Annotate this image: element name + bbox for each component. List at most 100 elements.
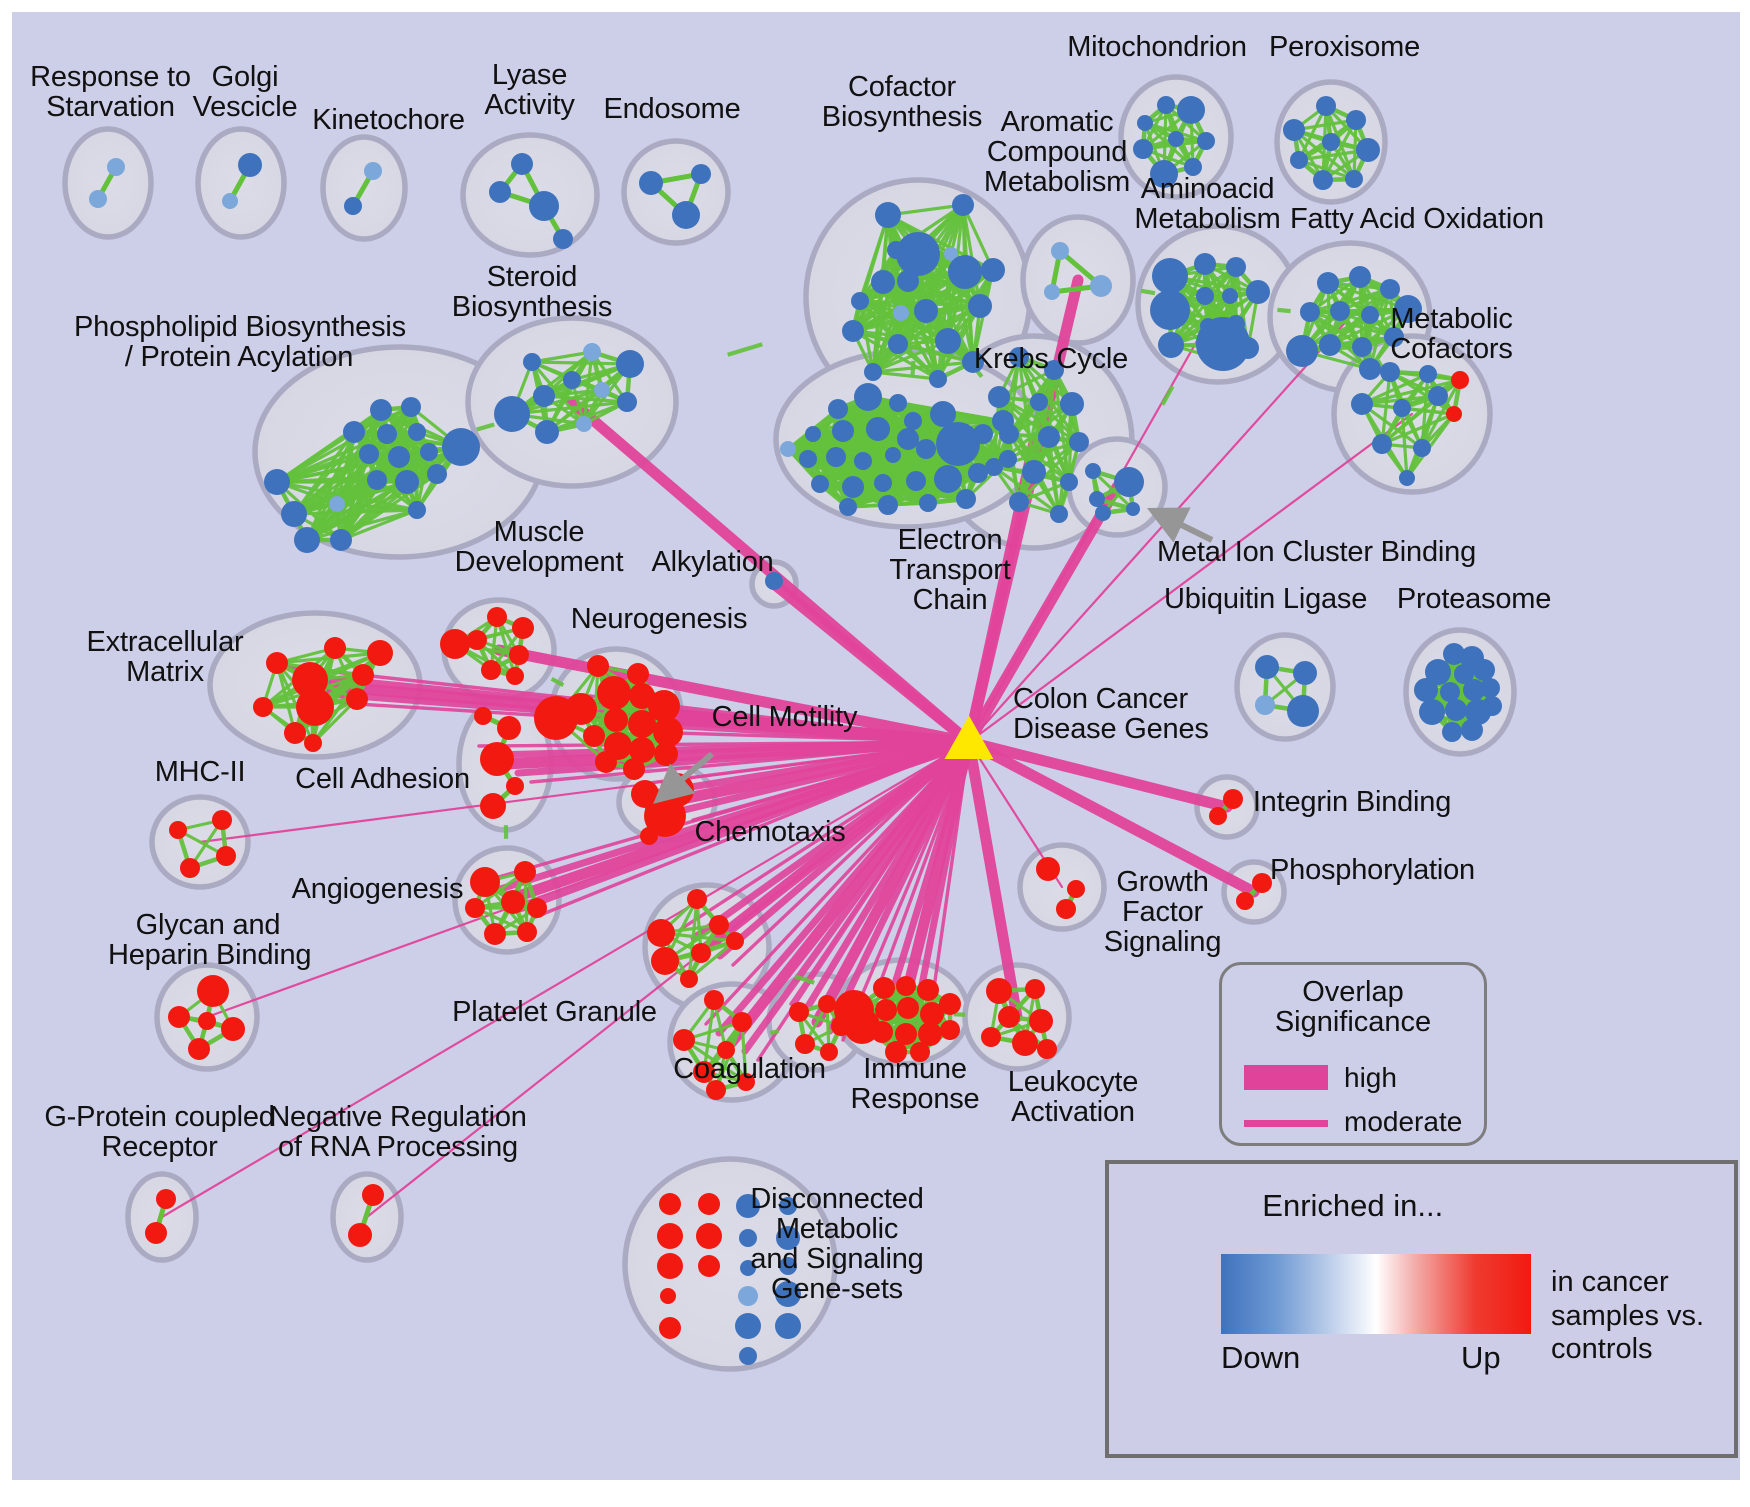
cluster-nodes-mhc-ii[interactable]	[169, 810, 236, 878]
gene-set-node[interactable]	[281, 501, 307, 527]
gene-set-node[interactable]	[973, 424, 993, 444]
cluster-nodes-gpcr[interactable]	[145, 1189, 176, 1244]
gene-set-node[interactable]	[1089, 491, 1105, 507]
gene-set-node[interactable]	[1461, 719, 1483, 741]
gene-set-node[interactable]	[776, 1226, 800, 1250]
gene-set-node[interactable]	[1313, 170, 1333, 190]
cluster-nodes-aminoacid-metabolism[interactable]	[1150, 253, 1270, 371]
cluster-nodes-angiogenesis[interactable]	[465, 861, 547, 945]
gene-set-node[interactable]	[1384, 327, 1404, 347]
cluster-nodes-disconnected[interactable]	[657, 1193, 801, 1365]
gene-set-node[interactable]	[145, 1222, 167, 1244]
gene-set-node[interactable]	[1359, 358, 1381, 380]
gene-set-node[interactable]	[917, 979, 939, 1001]
gene-set-node[interactable]	[1316, 96, 1336, 116]
gene-set-node[interactable]	[442, 428, 480, 466]
cluster-nodes-metal-ion-cluster-binding[interactable]	[1085, 463, 1144, 521]
gene-set-node[interactable]	[968, 294, 992, 318]
gene-set-node[interactable]	[474, 707, 492, 725]
gene-set-node[interactable]	[563, 371, 581, 389]
gene-set-node[interactable]	[1069, 432, 1089, 452]
gene-set-node[interactable]	[864, 363, 882, 381]
cluster-nodes-muscle-development[interactable]	[440, 607, 534, 685]
gene-set-node[interactable]	[659, 1193, 681, 1215]
gene-set-node[interactable]	[878, 495, 898, 515]
cluster-nodes-immune-response[interactable]	[834, 976, 961, 1063]
gene-set-node[interactable]	[395, 470, 419, 494]
gene-set-node[interactable]	[487, 607, 507, 627]
gene-set-node[interactable]	[888, 334, 908, 354]
gene-set-node[interactable]	[795, 1034, 815, 1054]
cluster-nodes-peroxisome[interactable]	[1283, 96, 1380, 190]
gene-set-node[interactable]	[687, 889, 707, 909]
gene-set-nodes[interactable]	[89, 96, 1502, 1365]
gene-set-node[interactable]	[512, 617, 534, 639]
gene-set-node[interactable]	[344, 197, 362, 215]
gene-set-node[interactable]	[89, 190, 107, 208]
gene-set-node[interactable]	[1056, 899, 1076, 919]
cluster-nodes-neg-reg-rna[interactable]	[348, 1184, 384, 1247]
cluster-nodes-ubiquitin-ligase[interactable]	[1255, 655, 1319, 727]
gene-set-node[interactable]	[553, 229, 573, 249]
gene-set-node[interactable]	[1380, 362, 1400, 382]
gene-set-node[interactable]	[968, 463, 988, 483]
gene-set-node[interactable]	[296, 688, 334, 726]
gene-set-node[interactable]	[691, 943, 711, 963]
gene-set-node[interactable]	[985, 458, 1003, 476]
gene-set-node[interactable]	[696, 1223, 722, 1249]
gene-set-node[interactable]	[370, 399, 392, 421]
gene-set-node[interactable]	[324, 637, 346, 659]
gene-set-node[interactable]	[604, 708, 628, 732]
gene-set-node[interactable]	[651, 947, 679, 975]
gene-set-node[interactable]	[736, 1194, 760, 1218]
cluster-nodes-lyase-activity[interactable]	[489, 153, 573, 249]
gene-set-node[interactable]	[1194, 253, 1216, 275]
gene-set-node[interactable]	[1443, 643, 1465, 665]
gene-set-node[interactable]	[1252, 873, 1272, 893]
gene-set-node[interactable]	[1067, 880, 1085, 898]
gene-set-node[interactable]	[1473, 659, 1495, 681]
gene-set-node[interactable]	[470, 867, 500, 897]
gene-set-node[interactable]	[1030, 393, 1048, 411]
cluster-nodes-cell-adhesion[interactable]	[474, 707, 524, 819]
cluster-nodes-krebs-cycle[interactable]	[985, 347, 1089, 523]
gene-set-node[interactable]	[107, 158, 125, 176]
gene-set-node[interactable]	[948, 255, 982, 289]
gene-set-node[interactable]	[673, 1029, 695, 1051]
gene-set-node[interactable]	[820, 1043, 838, 1061]
gene-set-node[interactable]	[408, 423, 426, 441]
gene-set-node[interactable]	[944, 247, 958, 261]
gene-set-node[interactable]	[1317, 272, 1339, 294]
gene-set-node[interactable]	[1440, 682, 1460, 702]
gene-set-node[interactable]	[920, 1002, 944, 1026]
gene-set-node[interactable]	[427, 464, 447, 484]
gene-set-node[interactable]	[480, 742, 514, 776]
gene-set-node[interactable]	[672, 201, 700, 229]
gene-set-node[interactable]	[693, 1061, 715, 1083]
gene-set-node[interactable]	[501, 890, 525, 914]
cluster-nodes-proteasome[interactable]	[1414, 643, 1502, 742]
gene-set-node[interactable]	[726, 932, 744, 950]
gene-set-node[interactable]	[1361, 306, 1379, 324]
cluster-nodes-mitochondrion[interactable]	[1133, 96, 1215, 188]
cluster-nodes-leukocyte-activation[interactable]	[981, 978, 1057, 1059]
gene-set-node[interactable]	[348, 1223, 372, 1247]
gene-set-node[interactable]	[587, 655, 609, 677]
gene-set-node[interactable]	[1425, 659, 1451, 685]
gene-set-node[interactable]	[832, 420, 854, 442]
cluster-nodes-glycan-heparin-binding[interactable]	[168, 975, 245, 1060]
gene-set-node[interactable]	[640, 827, 658, 845]
gene-set-node[interactable]	[1152, 258, 1188, 294]
gene-set-node[interactable]	[962, 351, 984, 373]
cluster-nodes-electron-transport-chain[interactable]	[780, 383, 1017, 516]
gene-set-node[interactable]	[875, 202, 901, 228]
gene-set-node[interactable]	[1044, 284, 1060, 300]
gene-set-node[interactable]	[1454, 664, 1474, 684]
cluster-nodes-phosphorylation[interactable]	[1236, 873, 1272, 910]
gene-set-node[interactable]	[1009, 347, 1029, 367]
gene-set-node[interactable]	[789, 1002, 809, 1022]
gene-set-node[interactable]	[1446, 406, 1462, 422]
gene-set-node[interactable]	[1399, 470, 1415, 486]
gene-set-node[interactable]	[952, 194, 974, 216]
gene-set-node[interactable]	[644, 795, 686, 837]
